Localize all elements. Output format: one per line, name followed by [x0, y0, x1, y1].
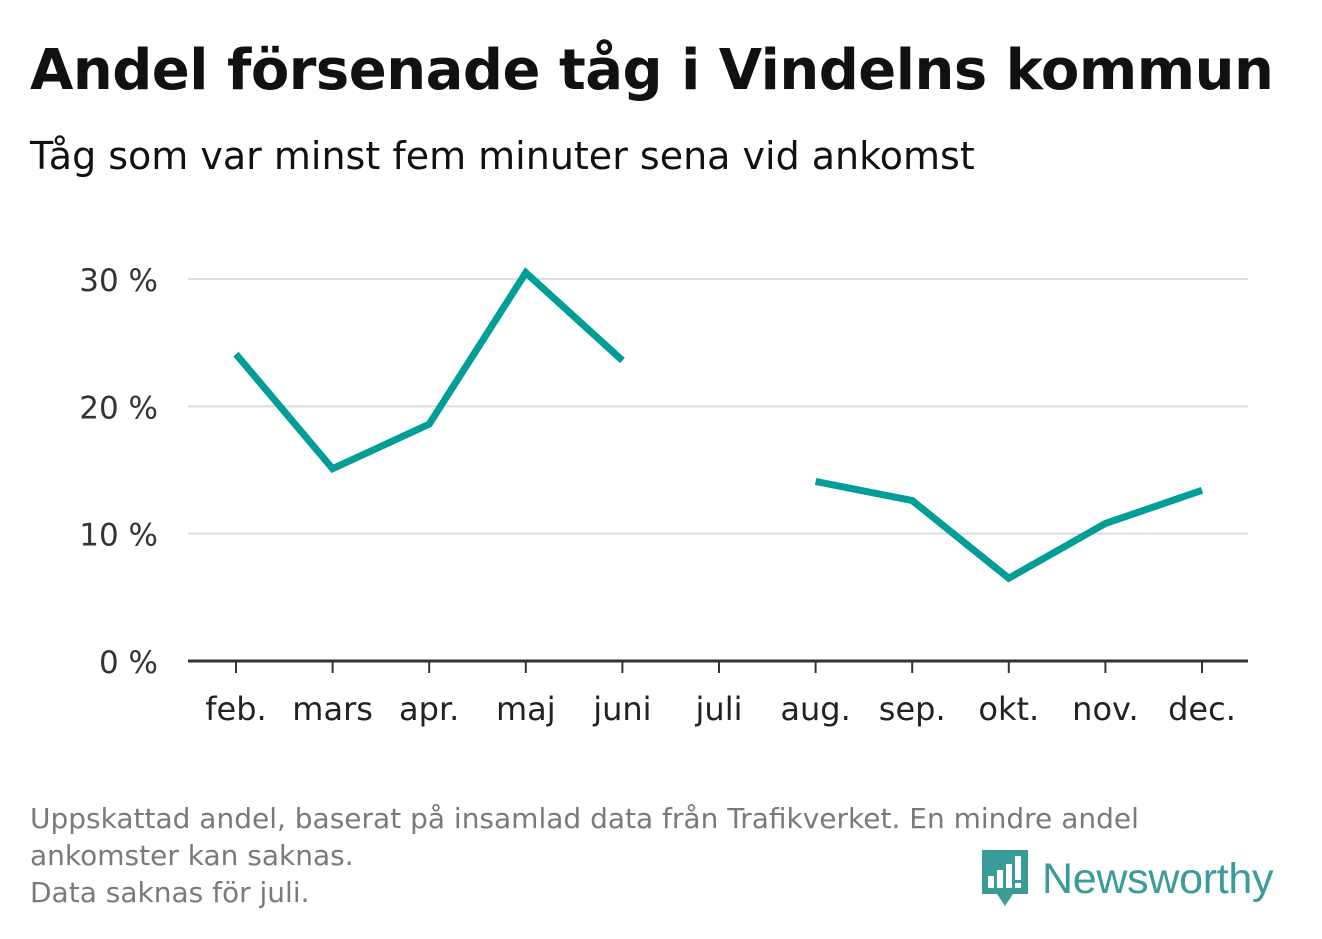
- footnote-line-3: Data saknas för juli.: [30, 876, 310, 909]
- y-tick-label: 10 %: [79, 518, 158, 554]
- series-lines: [233, 267, 1204, 583]
- footnote-line-1: Uppskattad andel, baserat på insamlad da…: [30, 802, 1139, 835]
- y-tick-label: 0 %: [99, 645, 158, 681]
- x-tick-label: dec.: [1168, 690, 1236, 728]
- line-chart: 0 % 10 % 20 % 30 % feb. mars apr. maj juni juli a…: [79, 263, 1248, 728]
- series-line: [814, 478, 1204, 583]
- y-axis-tick-labels: 0 % 10 % 20 % 30 %: [79, 263, 158, 681]
- bar-chart-speech-bubble-icon: [982, 850, 1028, 906]
- series-line: [233, 267, 625, 474]
- x-axis: feb. mars apr. maj juni juli aug. sep. okt. nov. d…: [188, 659, 1248, 728]
- chart-title: Andel försenade tåg i Vindelns kommun: [30, 38, 1274, 103]
- x-tick-label: sep.: [879, 690, 946, 728]
- logo-text: Newsworthy: [1042, 854, 1274, 903]
- footnote: Uppskattad andel, baserat på insamlad da…: [30, 800, 1290, 911]
- y-tick-label: 30 %: [79, 263, 158, 299]
- x-tick-label: okt.: [978, 690, 1039, 728]
- x-tick-label: maj: [496, 690, 556, 728]
- x-tick-label: feb.: [205, 690, 266, 728]
- newsworthy-logo: Newsworthy: [980, 848, 1273, 910]
- x-tick-label: juli: [695, 690, 743, 728]
- x-tick-label: juni: [592, 690, 651, 728]
- gridlines: [188, 278, 1248, 535]
- y-tick-label: 20 %: [79, 390, 158, 426]
- footnote-line-2: ankomster kan saknas.: [30, 839, 354, 872]
- chart-subtitle: Tåg som var minst fem minuter sena vid a…: [30, 134, 975, 178]
- x-tick-label: aug.: [780, 690, 850, 728]
- x-tick-label: mars: [292, 690, 373, 728]
- x-tick-label: nov.: [1072, 690, 1138, 728]
- x-tick-label: apr.: [399, 690, 459, 728]
